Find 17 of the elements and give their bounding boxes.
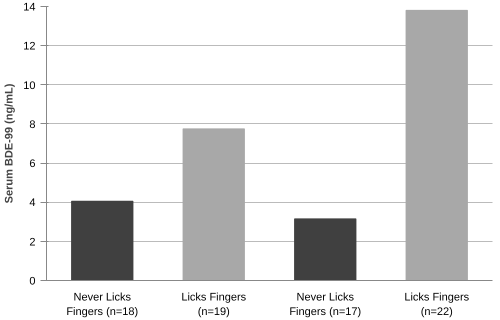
bar [406, 10, 468, 280]
y-axis-title: Serum BDE-99 (ng/mL) [3, 83, 16, 204]
y-tick-label: 14 [23, 2, 36, 14]
x-tick-label: Licks Fingers (n=22) [404, 292, 470, 318]
y-tick-label: 10 [23, 80, 36, 92]
y-tick-label: 8 [29, 118, 36, 131]
x-tick-label: Never Licks Fingers (n=18) [66, 292, 138, 318]
y-tick-label: 4 [29, 197, 36, 210]
y-tick-label: 12 [23, 40, 36, 53]
y-tick-label: 6 [29, 158, 36, 170]
x-tick-label: Licks Fingers (n=19) [181, 292, 247, 318]
y-tick-label: 2 [29, 236, 36, 248]
bar [294, 218, 356, 280]
y-tick-label: 0 [29, 276, 36, 288]
bar [71, 200, 134, 280]
x-tick-label: Never Licks Fingers (n=17) [289, 292, 362, 318]
bar [182, 128, 245, 280]
